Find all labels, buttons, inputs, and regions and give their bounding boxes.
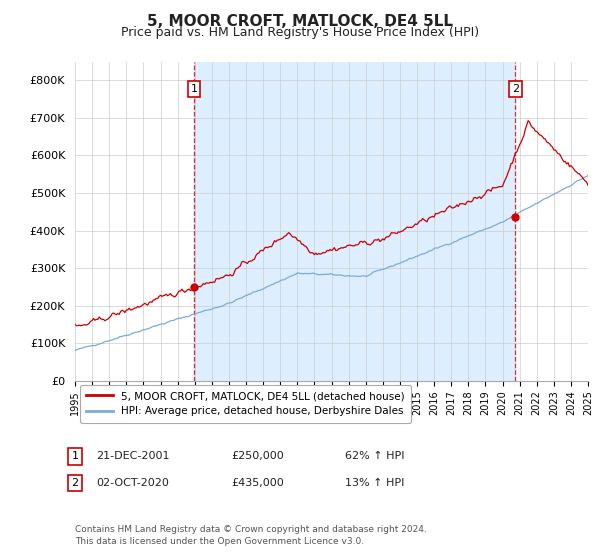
Text: £435,000: £435,000	[231, 478, 284, 488]
Text: 2: 2	[71, 478, 79, 488]
Text: 5, MOOR CROFT, MATLOCK, DE4 5LL: 5, MOOR CROFT, MATLOCK, DE4 5LL	[147, 14, 453, 29]
Text: Contains HM Land Registry data © Crown copyright and database right 2024.
This d: Contains HM Land Registry data © Crown c…	[75, 525, 427, 546]
Text: £250,000: £250,000	[231, 451, 284, 461]
Text: 1: 1	[71, 451, 79, 461]
Text: 62% ↑ HPI: 62% ↑ HPI	[345, 451, 404, 461]
Legend: 5, MOOR CROFT, MATLOCK, DE4 5LL (detached house), HPI: Average price, detached h: 5, MOOR CROFT, MATLOCK, DE4 5LL (detache…	[80, 385, 411, 423]
Text: 1: 1	[191, 84, 197, 94]
Bar	[194, 62, 515, 381]
Text: 02-OCT-2020: 02-OCT-2020	[96, 478, 169, 488]
Text: 13% ↑ HPI: 13% ↑ HPI	[345, 478, 404, 488]
Text: 21-DEC-2001: 21-DEC-2001	[96, 451, 170, 461]
Text: 2: 2	[512, 84, 519, 94]
Text: Price paid vs. HM Land Registry's House Price Index (HPI): Price paid vs. HM Land Registry's House …	[121, 26, 479, 39]
